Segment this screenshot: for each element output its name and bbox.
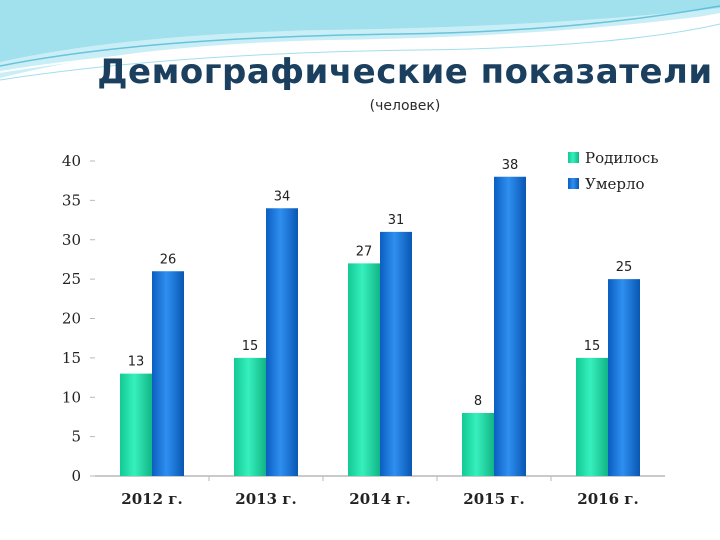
bar-born — [120, 373, 152, 476]
y-tick-label: 25 — [62, 270, 81, 288]
legend-swatch-died — [568, 178, 579, 189]
y-tick-label: 30 — [62, 231, 81, 249]
data-label-died: 31 — [388, 213, 405, 228]
x-tick-label: 2015 г. — [463, 490, 524, 508]
y-tick-label: 5 — [71, 428, 81, 446]
bar-died — [152, 271, 184, 476]
y-tick-label: 35 — [62, 191, 81, 209]
bar-born — [234, 357, 266, 476]
y-tick-label: 0 — [71, 467, 81, 485]
data-label-died: 26 — [160, 252, 177, 267]
bar-died — [380, 231, 412, 476]
page-title: Демографические показатели — [97, 52, 713, 92]
page-subtitle: (человек) — [369, 98, 441, 114]
bar-died — [266, 208, 298, 476]
bar-died — [494, 176, 526, 476]
legend-swatch-born — [568, 152, 579, 163]
bar-born — [576, 357, 608, 476]
data-label-born: 27 — [356, 244, 373, 259]
x-tick-label: 2016 г. — [577, 490, 638, 508]
bar-died — [608, 279, 640, 476]
header-wave-decoration — [0, 0, 720, 81]
y-tick-label: 20 — [62, 310, 81, 328]
bar-born — [348, 263, 380, 476]
legend-label-died: Умерло — [585, 175, 645, 193]
x-tick-label: 2014 г. — [349, 490, 410, 508]
y-tick-label: 10 — [62, 388, 81, 406]
data-label-died: 25 — [616, 260, 633, 275]
x-tick-label: 2013 г. — [235, 490, 296, 508]
data-label-born: 15 — [584, 339, 601, 354]
y-tick-label: 15 — [62, 349, 81, 367]
data-label-died: 34 — [274, 189, 291, 204]
x-tick-label: 2012 г. — [121, 490, 182, 508]
chart-legend: Родилось Умерло — [568, 149, 658, 193]
bar-born — [462, 413, 494, 476]
data-label-born: 8 — [474, 394, 482, 409]
legend-label-born: Родилось — [585, 149, 658, 167]
chart-bars: 13 26 15 34 27 31 8 38 15 25 — [120, 158, 640, 476]
y-tick-label: 40 — [62, 152, 81, 170]
data-label-died: 38 — [502, 158, 519, 173]
data-label-born: 13 — [128, 355, 145, 370]
data-label-born: 15 — [242, 339, 259, 354]
